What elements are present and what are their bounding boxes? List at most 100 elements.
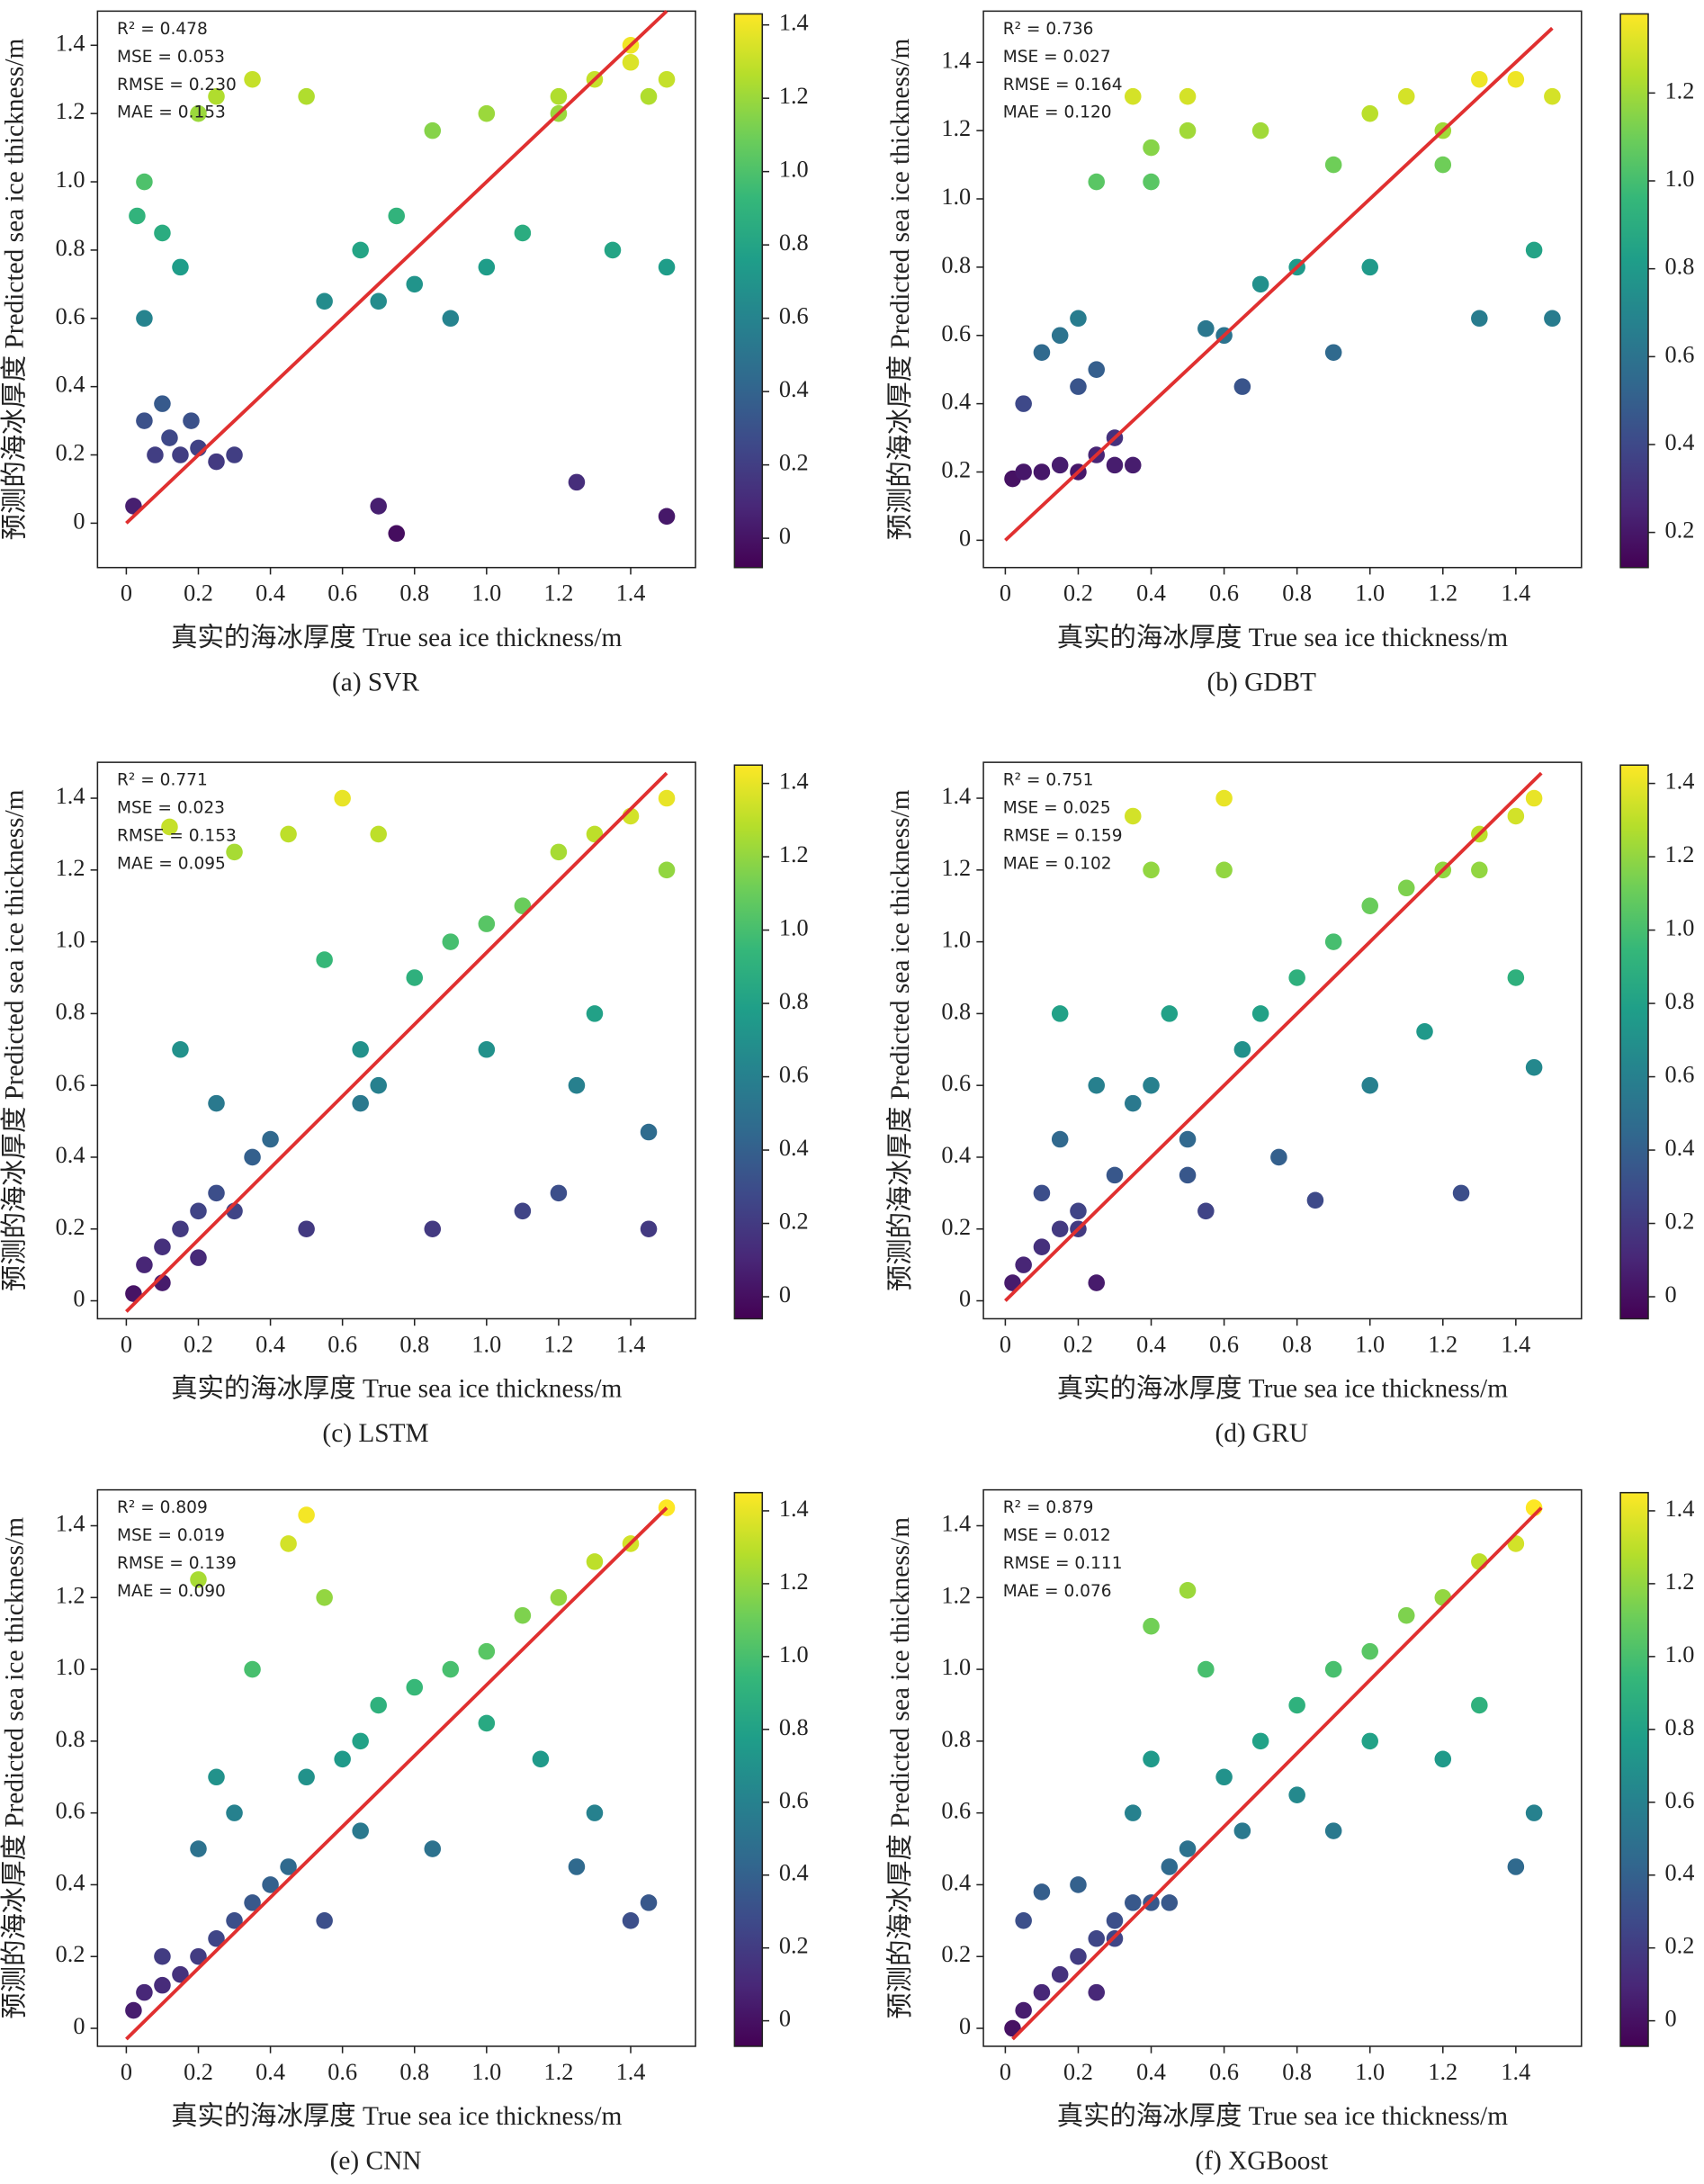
colorbar-tick-label: 1.4 (779, 768, 809, 795)
point (226, 1804, 243, 1821)
x-tick-label: 0.4 (1136, 1331, 1166, 1357)
y-tick-label: 0.6 (56, 1070, 85, 1096)
y-axis-label: 预测的海冰厚度 Predicted sea ice thickness/m (885, 1517, 915, 2019)
colorbar-tick-label: 0.6 (1665, 1062, 1695, 1088)
colorbar-tick-label: 0.2 (1665, 1933, 1695, 1959)
metric-annotation: MSE = 0.027 (1003, 48, 1111, 67)
colorbar (733, 764, 764, 1320)
fit-line (125, 771, 668, 1313)
point (352, 1732, 369, 1750)
point (1471, 861, 1488, 879)
point (1033, 1983, 1051, 2001)
point (1233, 378, 1251, 395)
x-tick-label: 0.2 (1063, 2059, 1093, 2085)
metric-annotation: MSE = 0.012 (1003, 1526, 1111, 1545)
x-axis-label: 真实的海冰厚度 True sea ice thickness/m (171, 2101, 622, 2131)
point (568, 473, 586, 491)
point (1179, 1840, 1197, 1857)
point (1544, 310, 1561, 328)
point (1051, 1005, 1069, 1022)
metric-annotation: MAE = 0.090 (117, 1582, 226, 1601)
point (208, 1184, 225, 1202)
point (406, 275, 424, 293)
panel: 0 0.2 0.4 0.6 0.8 1.0 1.2 1.4 0 0.2 0.4 0.6 0.8 1.0 1.… (0, 10, 809, 697)
y-tick-label: 0.2 (56, 1941, 85, 1967)
colorbar-tick-label: 0.4 (1665, 1860, 1695, 1886)
point (1361, 258, 1378, 276)
point (658, 508, 676, 526)
x-axis-label: 真实的海冰厚度 True sea ice thickness/m (1057, 623, 1508, 652)
point (1143, 861, 1160, 879)
x-tick-label: 0 (121, 580, 132, 607)
point (1525, 789, 1543, 807)
point (208, 1768, 225, 1786)
panel-title: (a) SVR (332, 668, 419, 697)
point (1033, 1184, 1051, 1202)
point (1106, 456, 1124, 474)
point (1161, 1005, 1179, 1022)
point (136, 1983, 153, 2001)
colorbar-tick-label: 1.2 (779, 83, 809, 109)
x-tick-label: 1.4 (616, 2059, 646, 2085)
point (1361, 1732, 1378, 1750)
point (352, 1822, 369, 1839)
panel: 0 0.2 0.4 0.6 0.8 1.0 1.2 1.4 0 0.2 0.4 0.6 0.8 1.0 1.… (0, 761, 809, 1448)
colorbar-tick-label: 0.2 (779, 450, 809, 476)
y-tick-label: 1.2 (941, 115, 971, 141)
x-tick-label: 0.4 (1136, 2059, 1166, 2085)
point (640, 87, 658, 105)
point (550, 1184, 568, 1202)
point (1215, 1768, 1233, 1786)
colorbar-tick-label: 0.8 (779, 1714, 809, 1740)
point (370, 292, 387, 310)
y-tick-label: 0 (73, 2013, 85, 2039)
point (1015, 1912, 1032, 1929)
metric-annotation: R² = 0.809 (117, 1498, 208, 1517)
x-tick-label: 0.6 (1209, 580, 1239, 607)
point (208, 1930, 225, 1947)
point (478, 258, 496, 276)
x-tick-label: 0.6 (327, 580, 357, 607)
point (442, 933, 460, 950)
point (1161, 1894, 1179, 1911)
point (1324, 1660, 1342, 1678)
point (1471, 1553, 1488, 1570)
point (172, 258, 189, 276)
x-tick-label: 1.4 (1501, 1331, 1530, 1357)
point (1525, 1058, 1543, 1076)
point (129, 207, 146, 225)
point (226, 1912, 243, 1929)
point (154, 1947, 171, 1965)
point (1070, 1947, 1087, 1965)
x-tick-label: 1.2 (1428, 580, 1457, 607)
y-tick-label: 1.2 (941, 855, 971, 881)
point (1070, 1202, 1087, 1220)
colorbar (1619, 764, 1649, 1320)
y-tick-label: 0.2 (56, 1214, 85, 1240)
point (1251, 275, 1269, 293)
point (1143, 1617, 1160, 1635)
point (1288, 969, 1305, 986)
point (1361, 897, 1378, 914)
point (262, 1876, 279, 1893)
point (183, 412, 200, 429)
point (1143, 139, 1160, 157)
point (1088, 1076, 1106, 1094)
metric-annotation: MSE = 0.019 (117, 1526, 225, 1545)
metric-annotation: R² = 0.879 (1003, 1498, 1094, 1517)
point (1179, 1130, 1197, 1148)
colorbar-tick-label: 0.2 (1665, 1209, 1695, 1235)
point (334, 789, 351, 807)
colorbar-tick-label: 0.4 (779, 1860, 809, 1886)
x-axis-label: 真实的海冰厚度 True sea ice thickness/m (171, 623, 622, 652)
point (1124, 456, 1142, 474)
panel: 0 0.2 0.4 0.6 0.8 1.0 1.2 1.4 0 0.2 0.4 0.6 0.8 1.0 1.… (0, 1488, 809, 2176)
colorbar-tick-label: 1.2 (1665, 1568, 1695, 1595)
x-tick-label: 0.8 (399, 1331, 429, 1357)
fit-line (125, 1506, 668, 2041)
point (154, 1238, 171, 1255)
colorbar (1619, 1491, 1649, 2047)
point (1143, 173, 1160, 191)
point (478, 1041, 496, 1058)
colorbar-tick-label: 0.4 (779, 1135, 809, 1161)
